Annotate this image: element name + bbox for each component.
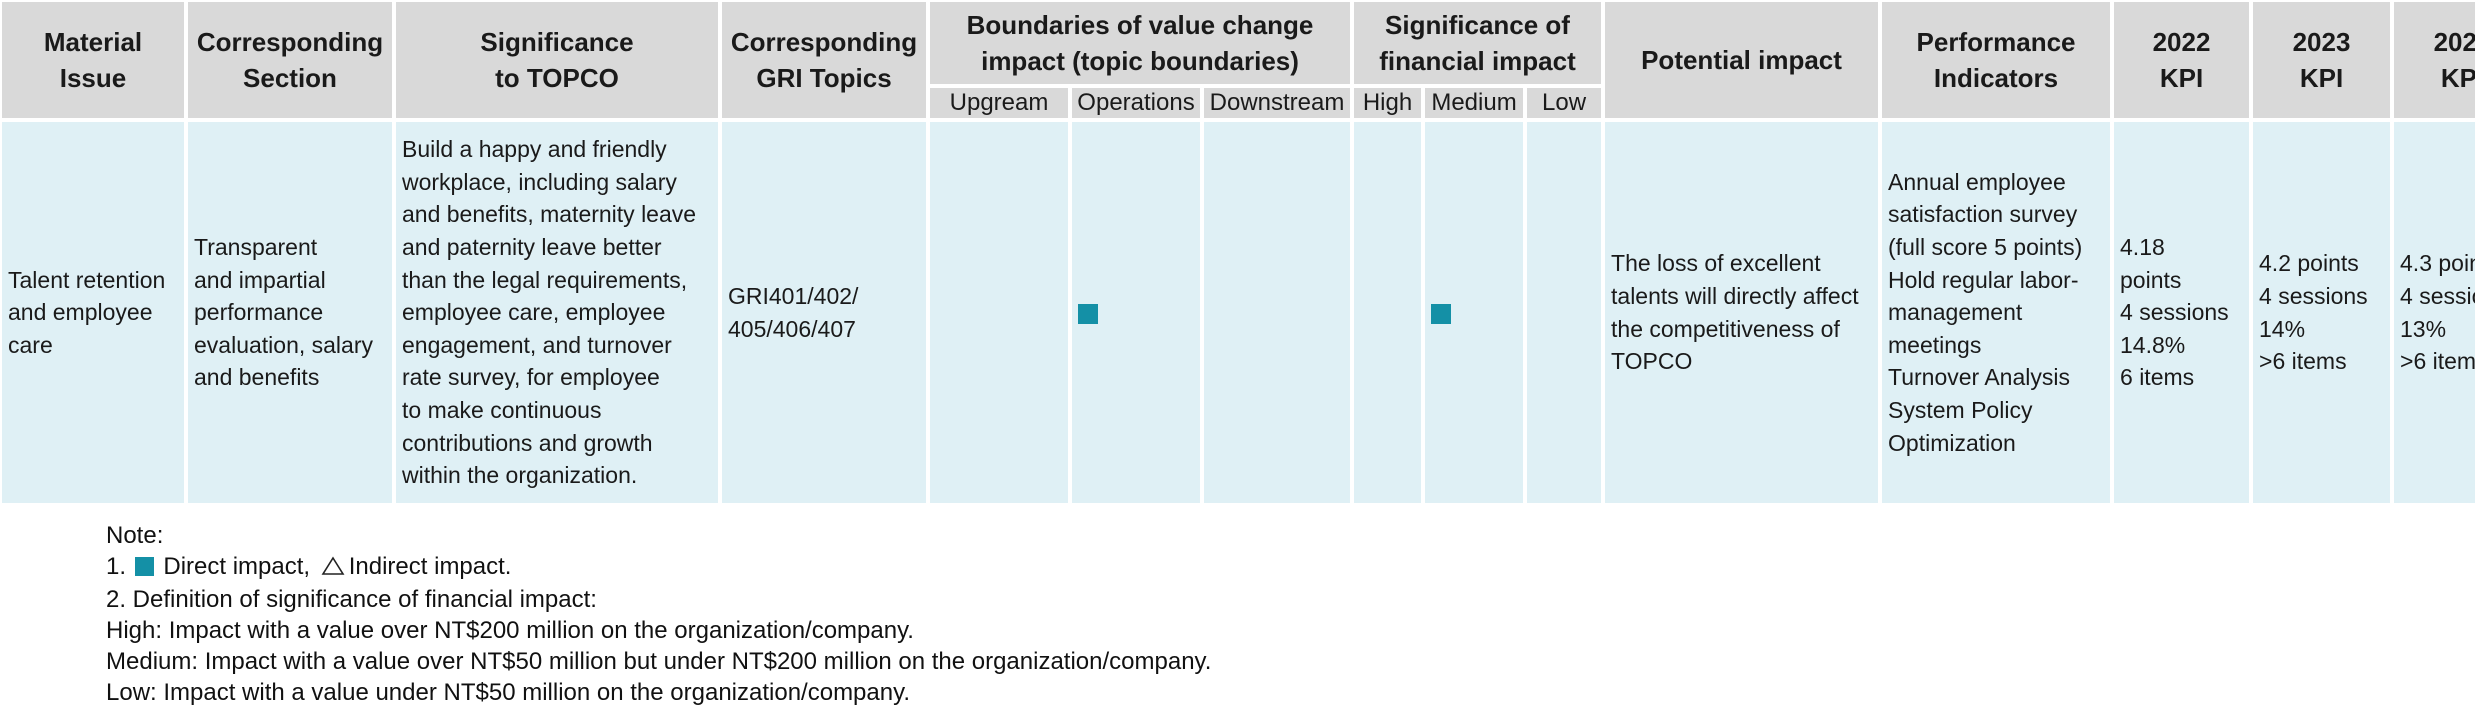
header-potential-impact: Potential impact (1605, 2, 1879, 118)
filled-square-icon (134, 557, 154, 576)
header-material-issue: Material Issue (2, 2, 184, 118)
cell-kpi-2023: 4.2 points 4 sessions 14% >6 items (2253, 122, 2391, 503)
cell-corresponding-section: Transparent and impartial performance ev… (188, 122, 392, 503)
material-issues-table: Material Issue Corresponding Section Sig… (2, 2, 2475, 503)
header-kpi-2022: 2022 KPI (2114, 2, 2250, 118)
direct-impact-marker (1431, 304, 1452, 325)
cell-kpi-2022: 4.18 points 4 sessions 14.8% 6 items (2114, 122, 2250, 503)
header-kpi-2023: 2023 KPI (2253, 2, 2391, 118)
notes-legend: 1. Direct impact, Indirect impact. (106, 551, 1211, 584)
cell-gri-topics: GRI401/402/ 405/406/407 (722, 122, 926, 503)
notes-indirect-label: Indirect impact. (348, 553, 512, 580)
notes-direct-label: Direct impact, (163, 553, 311, 580)
header-operations: Operations (1072, 88, 1200, 118)
header-downstream: Downstream (1204, 88, 1351, 118)
cell-operations (1072, 122, 1200, 503)
cell-high (1354, 122, 1422, 503)
cell-performance-indicators: Annual employee satisfaction survey (ful… (1882, 122, 2111, 503)
triangle-outline-icon (321, 553, 345, 584)
cell-kpi-2028: 4.3 points 4 sessions 13% >6 items (2394, 122, 2475, 503)
notes-high: High: Impact with a value over NT$200 mi… (106, 617, 914, 644)
header-corresponding-section: Corresponding Section (188, 2, 392, 118)
header-high: High (1354, 88, 1422, 118)
table-row: Talent retention and employee care Trans… (2, 122, 2475, 503)
notes-low: Low: Impact with a value under NT$50 mil… (106, 679, 910, 706)
cell-potential-impact: The loss of excellent talents will direc… (1605, 122, 1879, 503)
cell-medium (1425, 122, 1524, 503)
cell-material-issue: Talent retention and employee care (2, 122, 184, 503)
notes-title: Note: (106, 522, 164, 549)
cell-downstream (1204, 122, 1351, 503)
header-kpi-2028: 2028 KPI (2394, 2, 2475, 118)
notes-definition: 2. Definition of significance of financi… (106, 586, 597, 613)
notes: Note: 1. Direct impact, Indirect impact.… (106, 520, 1211, 708)
header-upstream: Upgream (930, 88, 1068, 118)
cell-low (1527, 122, 1602, 503)
cell-significance: Build a happy and friendly workplace, in… (396, 122, 718, 503)
header-boundaries: Boundaries of value change impact (topic… (930, 2, 1351, 84)
header-low: Low (1527, 88, 1602, 118)
header-performance-indicators: Performance Indicators (1882, 2, 2111, 118)
direct-impact-marker (1078, 304, 1098, 325)
header-medium: Medium (1425, 88, 1524, 118)
cell-upstream (930, 122, 1068, 503)
header-significance: Significance to TOPCO (396, 2, 718, 118)
header-financial-impact: Significance of financial impact (1354, 2, 1602, 84)
header-gri-topics: Corresponding GRI Topics (722, 2, 926, 118)
notes-medium: Medium: Impact with a value over NT$50 m… (106, 648, 1212, 675)
notes-legend-number: 1. (106, 553, 127, 580)
